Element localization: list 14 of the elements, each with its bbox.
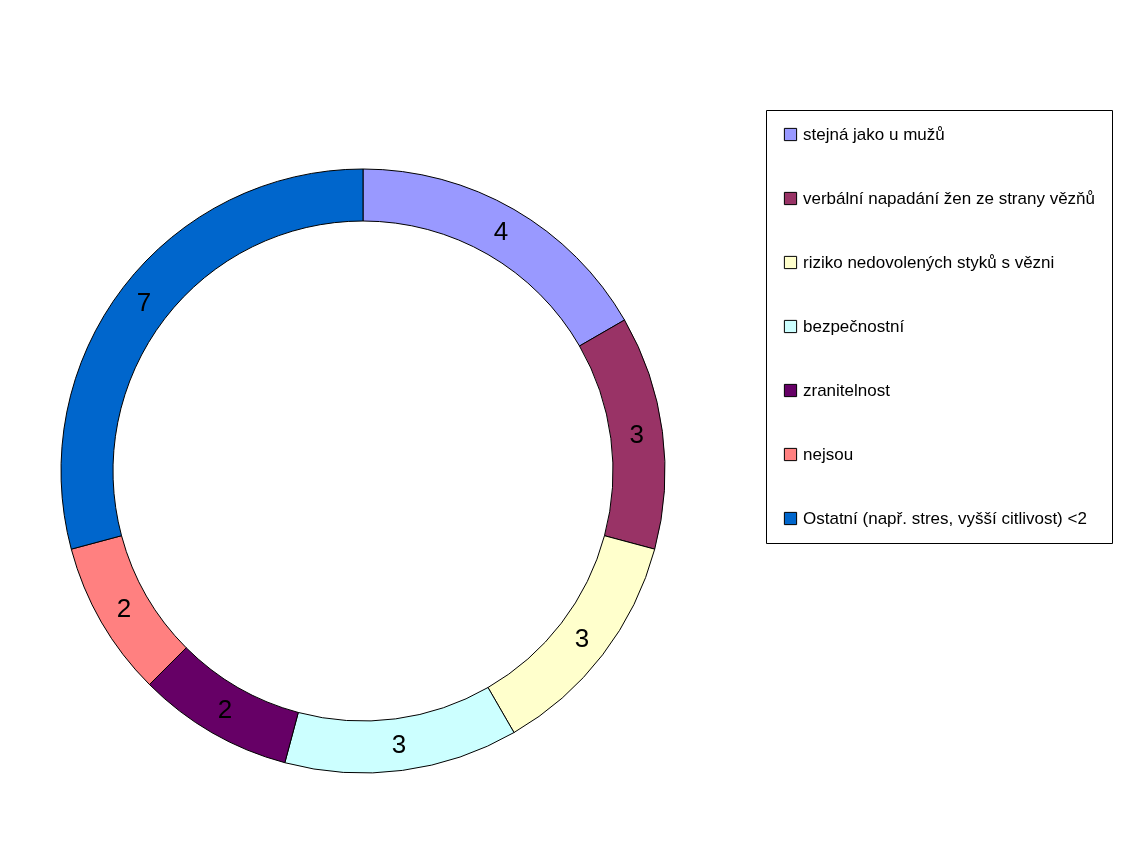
data-label: 3: [629, 418, 644, 449]
data-label: 4: [493, 215, 509, 246]
legend-label: Ostatní (např. stres, vyšší citlivost) <2: [803, 508, 1087, 528]
legend-label: verbální napadání žen ze strany vězňů: [803, 188, 1096, 208]
data-label: 3: [574, 623, 590, 654]
legend-label: nejsou: [803, 444, 854, 464]
data-label: 2: [217, 694, 233, 725]
legend-label: bezpečnostní: [803, 316, 905, 336]
data-label: 7: [136, 286, 152, 317]
data-label: 3: [391, 728, 407, 759]
legend-label: zranitelnost: [803, 380, 891, 400]
legend-label: stejná jako u mužů: [803, 124, 945, 144]
data-label: 2: [116, 593, 132, 623]
legend-label: riziko nedovolených styků s vězni: [803, 252, 1055, 272]
